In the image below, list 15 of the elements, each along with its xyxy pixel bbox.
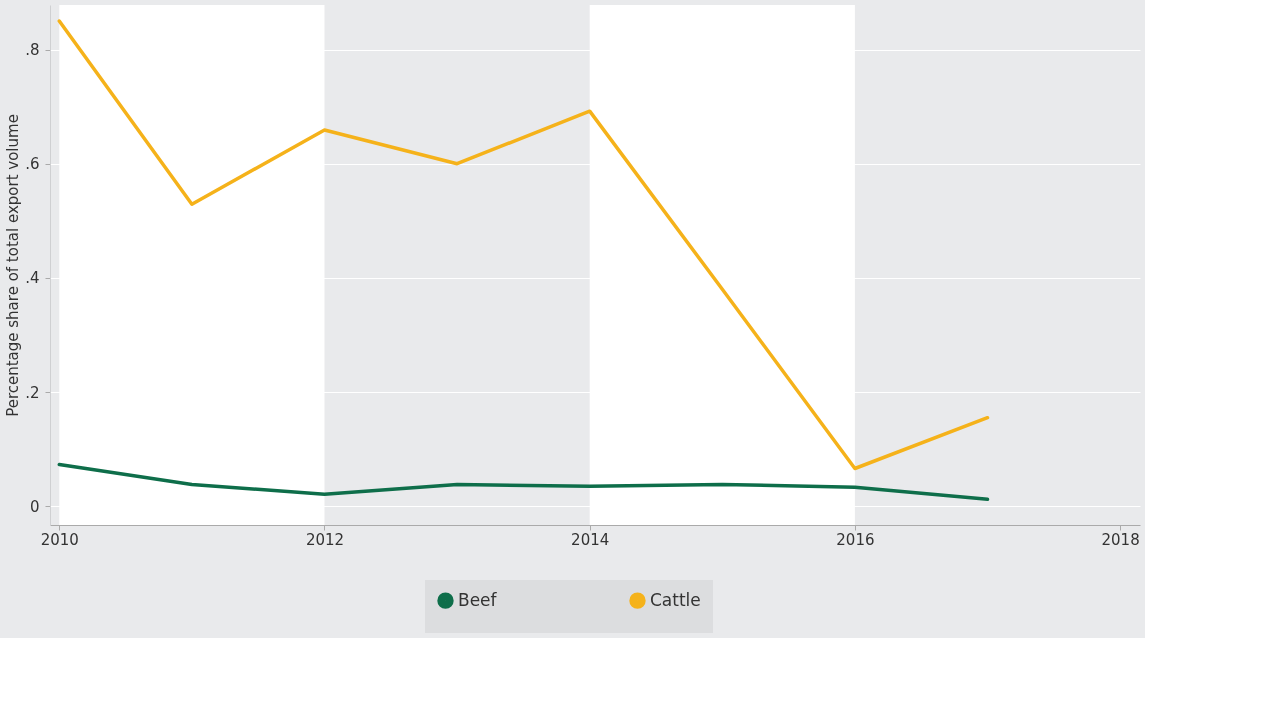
y-tick-label: .6	[25, 155, 40, 174]
y-axis-title: Percentage share of total export volume	[4, 114, 23, 417]
legend-label: Cattle	[650, 589, 701, 610]
x-tick-label: 2010	[40, 530, 79, 549]
legend-label: Beef	[458, 589, 498, 610]
line-series	[57, 19, 990, 471]
y-tick-label: .4	[25, 269, 40, 288]
x-tick-label: 2012	[305, 530, 345, 549]
line-series	[57, 462, 990, 502]
y-tick-label: .8	[25, 41, 40, 60]
y-tick-label: 0	[29, 497, 40, 516]
x-tick-label: 2014	[571, 530, 610, 549]
x-tick-label: 2016	[836, 530, 875, 549]
y-tick-label: .2	[25, 383, 40, 402]
x-tick-label: 2018	[1101, 530, 1140, 549]
